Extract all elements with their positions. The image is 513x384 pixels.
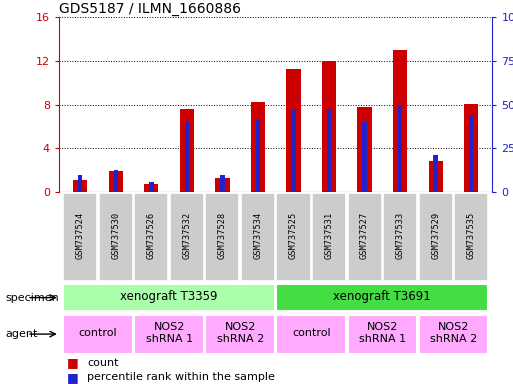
Bar xyxy=(347,314,417,354)
Text: GSM737528: GSM737528 xyxy=(218,212,227,259)
Text: NOS2
shRNA 2: NOS2 shRNA 2 xyxy=(430,323,477,344)
Text: count: count xyxy=(87,358,119,368)
Bar xyxy=(185,122,189,192)
Text: GSM737526: GSM737526 xyxy=(147,212,156,259)
Bar xyxy=(362,122,367,192)
Bar xyxy=(73,180,87,192)
Text: NOS2
shRNA 1: NOS2 shRNA 1 xyxy=(146,323,193,344)
Bar xyxy=(464,104,478,192)
Bar xyxy=(63,314,133,354)
Bar xyxy=(251,103,265,192)
Bar xyxy=(256,119,260,192)
Text: GSM737535: GSM737535 xyxy=(467,212,476,259)
Bar xyxy=(419,193,452,281)
Text: GSM737532: GSM737532 xyxy=(183,212,191,259)
Bar xyxy=(109,171,123,192)
Bar xyxy=(134,314,204,354)
Text: control: control xyxy=(79,328,117,338)
Text: GSM737527: GSM737527 xyxy=(360,212,369,259)
Bar xyxy=(286,69,301,192)
Bar xyxy=(393,50,407,192)
Text: NOS2
shRNA 2: NOS2 shRNA 2 xyxy=(216,323,264,344)
Text: ■: ■ xyxy=(67,356,78,369)
Bar xyxy=(180,109,194,192)
Text: GSM737533: GSM737533 xyxy=(396,212,405,259)
Bar xyxy=(63,284,275,311)
Bar xyxy=(433,155,438,192)
Bar xyxy=(419,314,488,354)
Bar xyxy=(358,107,372,192)
Bar xyxy=(144,184,159,192)
Text: xenograft T3691: xenograft T3691 xyxy=(333,290,431,303)
Text: GSM737534: GSM737534 xyxy=(253,212,263,259)
Bar xyxy=(114,170,118,192)
Bar xyxy=(277,193,310,281)
Bar xyxy=(398,106,402,192)
Bar xyxy=(327,110,331,192)
Text: xenograft T3359: xenograft T3359 xyxy=(121,290,218,303)
Bar xyxy=(63,193,97,281)
Bar xyxy=(312,193,346,281)
Text: GSM737529: GSM737529 xyxy=(431,212,440,259)
Bar xyxy=(291,110,295,192)
Bar xyxy=(347,193,382,281)
Text: GSM737530: GSM737530 xyxy=(111,212,121,259)
Bar xyxy=(277,314,346,354)
Text: GSM737524: GSM737524 xyxy=(76,212,85,259)
Bar xyxy=(220,175,225,192)
Bar xyxy=(134,193,168,281)
Bar xyxy=(78,175,83,192)
Bar xyxy=(322,61,336,192)
Text: specimen: specimen xyxy=(5,293,59,303)
Bar xyxy=(428,161,443,192)
Bar xyxy=(454,193,488,281)
Text: percentile rank within the sample: percentile rank within the sample xyxy=(87,372,275,382)
Bar xyxy=(469,115,473,192)
Text: ■: ■ xyxy=(67,371,78,384)
Bar xyxy=(241,193,275,281)
Bar xyxy=(149,182,153,192)
Bar xyxy=(99,193,133,281)
Bar xyxy=(277,284,488,311)
Text: agent: agent xyxy=(5,329,37,339)
Text: GSM737531: GSM737531 xyxy=(325,212,333,259)
Text: NOS2
shRNA 1: NOS2 shRNA 1 xyxy=(359,323,406,344)
Bar xyxy=(170,193,204,281)
Bar xyxy=(215,178,229,192)
Bar xyxy=(205,314,275,354)
Text: GDS5187 / ILMN_1660886: GDS5187 / ILMN_1660886 xyxy=(59,2,241,16)
Text: control: control xyxy=(292,328,330,338)
Bar xyxy=(383,193,417,281)
Bar xyxy=(205,193,240,281)
Text: GSM737525: GSM737525 xyxy=(289,212,298,259)
